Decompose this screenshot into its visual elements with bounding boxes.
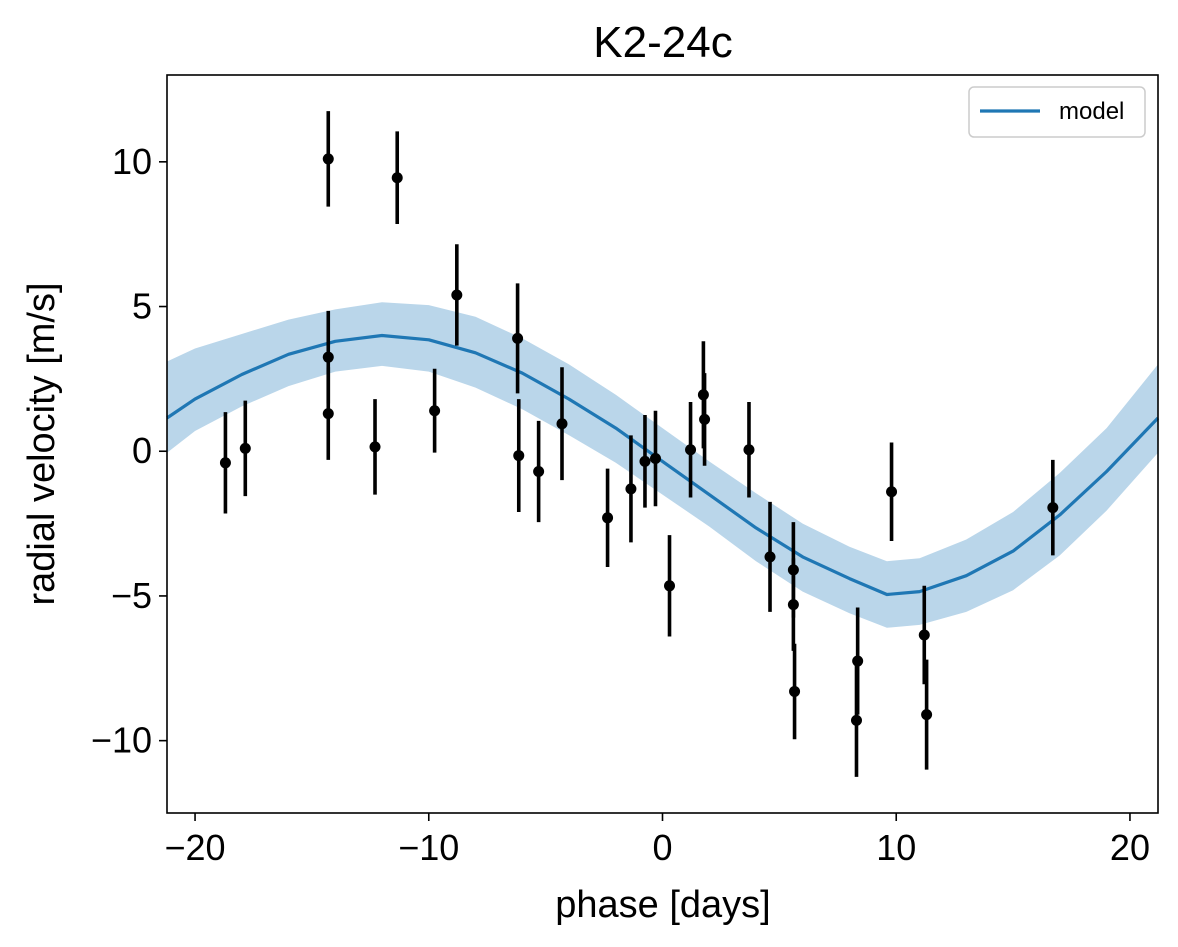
data-marker [322, 408, 334, 420]
data-marker [699, 413, 711, 425]
model-uncertainty-band [167, 302, 1158, 628]
data-marker [921, 709, 933, 721]
data-marker [685, 444, 697, 456]
data-marker [322, 153, 334, 165]
chart-title: K2-24c [593, 18, 732, 67]
data-point [664, 535, 676, 637]
data-point [886, 442, 898, 541]
y-tick-label: −5 [111, 575, 152, 616]
data-marker [743, 444, 755, 456]
data-marker [322, 351, 334, 363]
data-point [513, 399, 525, 513]
data-marker [918, 629, 930, 641]
data-point [451, 244, 463, 346]
data-marker [429, 405, 441, 417]
x-tick-label: 0 [652, 827, 672, 868]
legend-box [968, 86, 1146, 138]
data-point [429, 368, 441, 453]
data-marker [512, 332, 524, 344]
model-line [166, 333, 1160, 597]
x-tick-label: −10 [398, 827, 459, 868]
data-marker [1047, 502, 1059, 514]
data-point [743, 402, 755, 498]
data-point [512, 283, 524, 394]
data-point [369, 399, 381, 495]
data-point [921, 659, 933, 770]
data-point [918, 585, 930, 685]
y-axis-label: radial velocity [m/s] [21, 282, 63, 605]
data-points [219, 111, 1059, 777]
data-point [685, 402, 697, 498]
data-point [391, 131, 403, 225]
data-marker [764, 551, 776, 563]
data-point [533, 420, 545, 523]
data-marker [556, 418, 568, 430]
y-tick-label: 5 [132, 286, 152, 327]
data-point [764, 501, 776, 612]
legend: model [968, 86, 1146, 138]
data-marker [369, 441, 381, 453]
data-point [639, 415, 651, 508]
data-marker [787, 599, 799, 611]
data-point [699, 373, 711, 466]
data-point [239, 400, 251, 497]
y-tick-label: 0 [132, 430, 152, 471]
data-marker [239, 442, 251, 454]
data-point [602, 468, 614, 567]
data-marker [789, 685, 801, 697]
data-marker [850, 714, 862, 726]
data-point [850, 663, 862, 777]
data-marker [639, 455, 651, 467]
data-point [789, 643, 801, 740]
data-marker [602, 512, 614, 524]
data-point [322, 111, 334, 207]
data-marker [533, 465, 545, 477]
data-marker [852, 655, 864, 667]
x-tick-label: 20 [1110, 827, 1150, 868]
plot-area [166, 111, 1160, 777]
x-axis-ticks: −20 −10 0 10 20 [165, 813, 1150, 868]
data-marker [649, 452, 661, 464]
data-point [219, 412, 231, 514]
data-point [1047, 459, 1059, 556]
data-marker [219, 457, 231, 469]
data-marker [451, 289, 463, 301]
y-tick-label: −10 [91, 720, 152, 761]
x-tick-label: −20 [165, 827, 226, 868]
data-point [787, 558, 799, 651]
data-marker [886, 486, 898, 498]
x-tick-label: 10 [876, 827, 916, 868]
data-point [625, 435, 637, 543]
data-marker [391, 172, 403, 184]
data-point [556, 367, 568, 481]
legend-model-label: model [1059, 98, 1124, 125]
data-marker [513, 450, 525, 462]
data-point [322, 367, 334, 460]
x-axis-label: phase [days] [555, 884, 770, 926]
y-tick-label: 10 [112, 141, 152, 182]
data-marker [625, 483, 637, 495]
data-point [649, 410, 661, 507]
data-marker [664, 580, 676, 592]
y-axis-ticks: −10 −5 0 5 10 [91, 141, 167, 761]
